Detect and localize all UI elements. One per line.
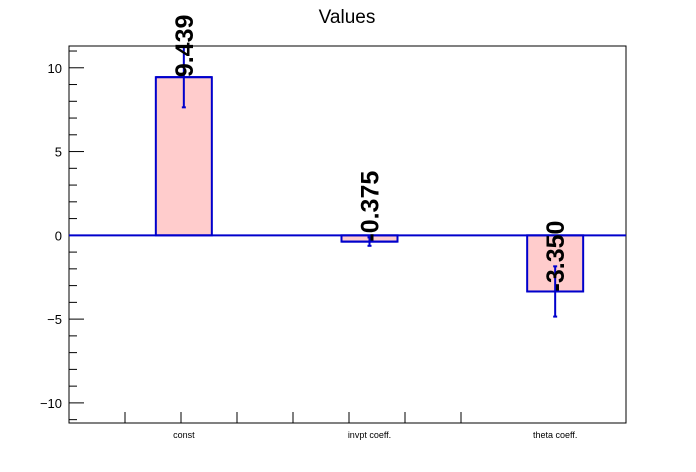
data-labels: 9.439 -0.375 -3.350 (171, 15, 570, 292)
y-tick-label: −5 (47, 312, 62, 327)
x-category-label: const (173, 430, 195, 440)
chart-title: Values (319, 7, 376, 28)
data-label: 9.439 (171, 15, 199, 78)
x-category-label: theta coeff. (533, 430, 577, 440)
y-tick-label: 0 (55, 228, 62, 243)
x-category-label: invpt coeff. (348, 430, 391, 440)
data-label: -0.375 (357, 171, 385, 242)
y-tick-label: 10 (48, 61, 62, 76)
bars (154, 46, 585, 318)
y-tick-label: 5 (55, 145, 62, 160)
data-label: -3.350 (542, 221, 570, 292)
x-axis: const invpt coeff. theta coeff. (124, 412, 577, 440)
y-tick-label: −10 (40, 396, 62, 411)
